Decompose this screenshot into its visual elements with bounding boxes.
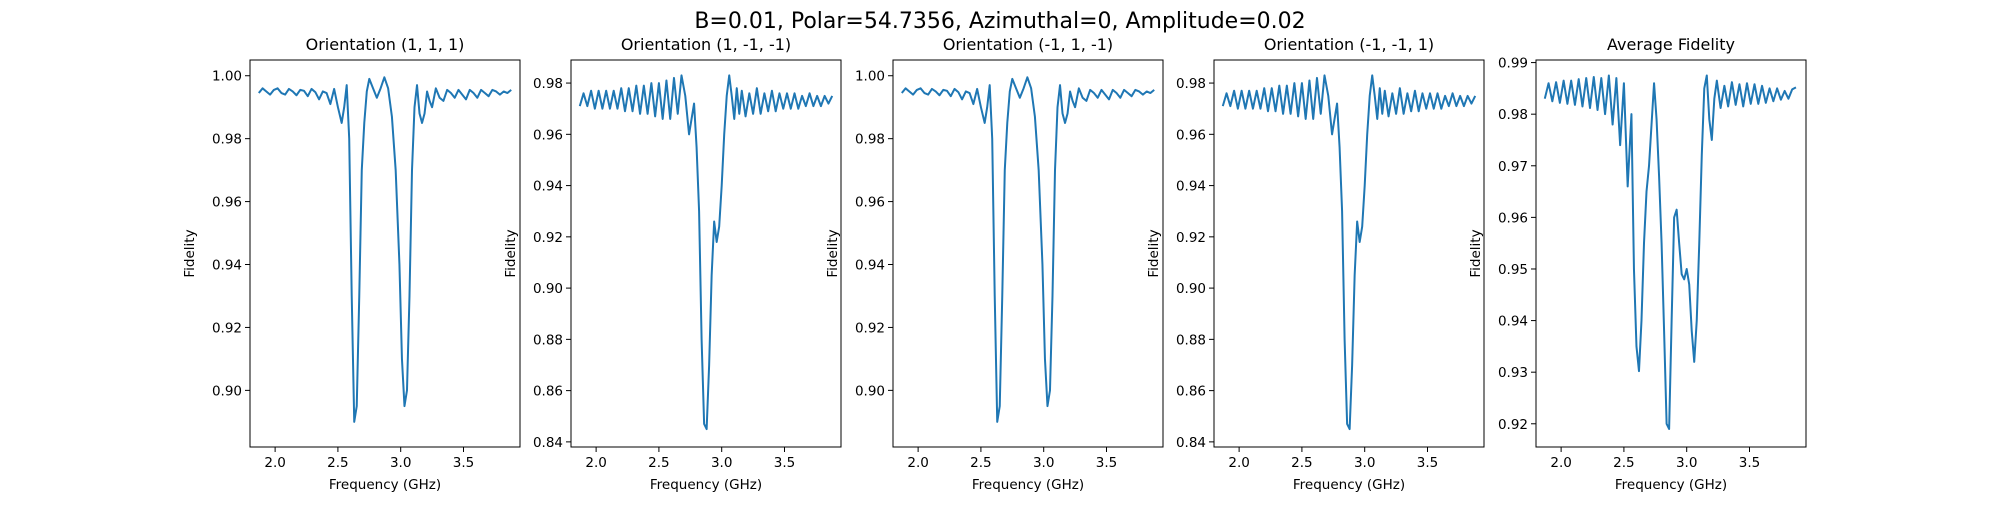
panel-1-xtick-label: 2.0 [264, 455, 285, 471]
panel-1-series-line [258, 76, 512, 423]
panel-1-ytick-label: 0.94 [212, 258, 242, 274]
panel-4-xtick-label: 2.5 [1291, 455, 1312, 471]
panel-2-xlabel: Frequency (GHz) [650, 477, 762, 493]
panel-5-xtick-label: 2.5 [1613, 455, 1634, 471]
panel-2-ytick-label: 0.84 [533, 435, 563, 451]
panel-3-xtick-label: 3.5 [1096, 455, 1117, 471]
panel-3-ylabel: Fidelity [825, 229, 841, 277]
panel-5-axes-frame [1535, 59, 1807, 448]
panel-2-xtick-label: 2.5 [648, 455, 669, 471]
panel-3-ytick-label: 0.98 [855, 132, 885, 148]
panel-3-xtick-label: 3.0 [1033, 455, 1054, 471]
panel-5-ytick-label: 0.95 [1498, 262, 1528, 278]
panel-4-xlabel: Frequency (GHz) [1293, 477, 1405, 493]
panel-1-xtick-label: 3.5 [453, 455, 474, 471]
panel-3-ytick-label: 0.96 [855, 195, 885, 211]
panel-3-ytick-label: 1.00 [855, 69, 885, 85]
panel-4-ytick-label: 0.96 [1176, 127, 1206, 143]
panel-2-series-line [578, 74, 834, 431]
panel-1-ylabel: Fidelity [182, 229, 198, 277]
panel-1-title: Orientation (1, 1, 1) [306, 35, 465, 54]
panel-4-ytick-label: 0.90 [1176, 281, 1206, 297]
panel-4-ytick-label: 0.92 [1176, 230, 1206, 246]
panel-2-ytick-label: 0.90 [533, 281, 563, 297]
panel-2-ytick-label: 0.92 [533, 230, 563, 246]
panel-5-series-line [1543, 74, 1797, 430]
panel-1-ytick-label: 0.96 [212, 195, 242, 211]
panel-2-xtick-label: 3.5 [774, 455, 795, 471]
panel-5-ytick-label: 0.92 [1498, 417, 1528, 433]
panel-4-ytick-label: 0.84 [1176, 435, 1206, 451]
panel-2-title: Orientation (1, -1, -1) [621, 35, 791, 54]
panel-5-title: Average Fidelity [1607, 35, 1735, 54]
panel-3-ytick-label: 0.90 [855, 383, 885, 399]
panel-5-ytick-label: 0.96 [1498, 210, 1528, 226]
panel-3-xtick-label: 2.5 [970, 455, 991, 471]
panel-4-series-line [1221, 74, 1477, 431]
panel-5-xtick-label: 2.0 [1550, 455, 1571, 471]
panel-5-xtick-label: 3.5 [1739, 455, 1760, 471]
panel-5-ylabel: Fidelity [1468, 229, 1484, 277]
panel-4-ylabel: Fidelity [1146, 229, 1162, 277]
figure-suptitle: B=0.01, Polar=54.7356, Azimuthal=0, Ampl… [694, 9, 1305, 34]
panel-1-ytick-label: 1.00 [212, 69, 242, 85]
panel-2-ytick-label: 0.86 [533, 384, 563, 400]
panel-1-xtick-label: 2.5 [327, 455, 348, 471]
panel-1-axes-frame [249, 59, 521, 448]
panel-2-xtick-label: 3.0 [711, 455, 732, 471]
panel-4-ytick-label: 0.94 [1176, 179, 1206, 195]
panel-5-ytick-label: 0.97 [1498, 159, 1528, 175]
panel-1-xtick-label: 3.0 [390, 455, 411, 471]
panel-5-ytick-label: 0.94 [1498, 314, 1528, 330]
panel-3-title: Orientation (-1, 1, -1) [943, 35, 1113, 54]
panel-1-xlabel: Frequency (GHz) [329, 477, 441, 493]
panel-4-ytick-label: 0.98 [1176, 76, 1206, 92]
panel-5-ytick-label: 0.98 [1498, 107, 1528, 123]
panel-2-ytick-label: 0.88 [533, 332, 563, 348]
panel-4-ytick-label: 0.88 [1176, 332, 1206, 348]
panel-5-xlabel: Frequency (GHz) [1615, 477, 1727, 493]
panel-5-ytick-label: 0.93 [1498, 365, 1528, 381]
panel-2-ylabel: Fidelity [503, 229, 519, 277]
panel-4-xtick-label: 3.0 [1354, 455, 1375, 471]
panel-3-ytick-label: 0.94 [855, 258, 885, 274]
panel-3-axes-frame [892, 59, 1164, 448]
panel-2-axes-frame [570, 59, 842, 448]
panel-3-ytick-label: 0.92 [855, 320, 885, 336]
panel-4-axes-frame [1213, 59, 1485, 448]
panel-4-ytick-label: 0.86 [1176, 384, 1206, 400]
panel-2-ytick-label: 0.96 [533, 127, 563, 143]
panel-4-xtick-label: 3.5 [1417, 455, 1438, 471]
panel-2-ytick-label: 0.94 [533, 179, 563, 195]
panel-3-xlabel: Frequency (GHz) [972, 477, 1084, 493]
panel-4-title: Orientation (-1, -1, 1) [1264, 35, 1434, 54]
panel-5-ytick-label: 0.99 [1498, 56, 1528, 72]
panel-1-ytick-label: 0.98 [212, 132, 242, 148]
panel-1-ytick-label: 0.92 [212, 320, 242, 336]
panel-4-xtick-label: 2.0 [1228, 455, 1249, 471]
panel-2-ytick-label: 0.98 [533, 76, 563, 92]
panel-1-ytick-label: 0.90 [212, 383, 242, 399]
panel-5-xtick-label: 3.0 [1676, 455, 1697, 471]
panel-3-series-line [901, 76, 1155, 423]
panel-2-xtick-label: 2.0 [585, 455, 606, 471]
panel-3-xtick-label: 2.0 [907, 455, 928, 471]
